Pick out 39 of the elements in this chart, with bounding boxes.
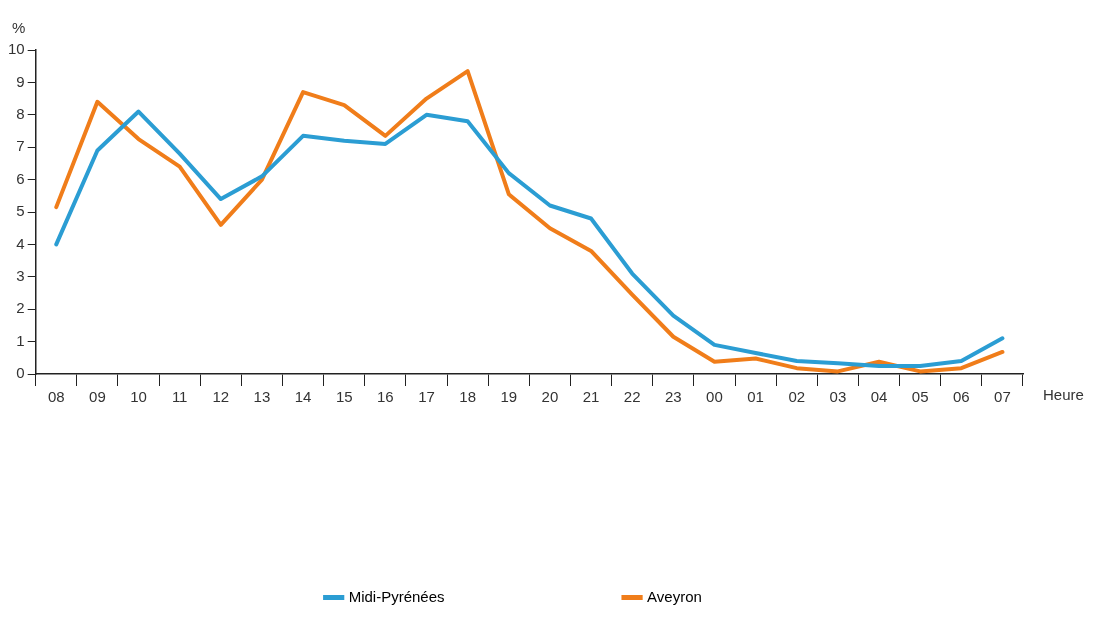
y-axis-title: % [12, 18, 26, 36]
x-tick-label: 19 [500, 388, 518, 406]
x-tick-label: 02 [788, 388, 806, 406]
x-tick-label: 08 [47, 388, 65, 406]
x-tick-label: 01 [747, 388, 764, 406]
y-tick-label: 3 [16, 266, 25, 284]
x-tick-label: 05 [911, 388, 929, 406]
x-tick-label: 16 [377, 388, 394, 406]
x-tick-label: 00 [706, 388, 723, 406]
x-tick-label: 12 [212, 388, 230, 406]
x-tick-label: 23 [664, 388, 682, 406]
y-tick-label: 2 [16, 299, 25, 317]
x-tick-label: 17 [418, 388, 435, 406]
x-tick-label: 14 [294, 388, 312, 406]
x-tick-label: 04 [870, 388, 888, 406]
y-tick-label: 6 [16, 169, 25, 187]
y-tick-label: 5 [16, 202, 25, 220]
y-tick-label: 4 [16, 234, 25, 252]
x-tick-label: 03 [829, 388, 847, 406]
y-tick-label: 8 [16, 104, 25, 122]
x-tick-label: 21 [582, 388, 600, 406]
y-tick-label: 9 [16, 72, 25, 90]
x-tick-label: 09 [89, 388, 106, 406]
y-tick-label: 0 [16, 364, 25, 382]
legend-label: Aveyron [647, 587, 702, 605]
y-tick-label: 7 [16, 137, 25, 155]
x-tick-label: 07 [994, 388, 1011, 406]
y-tick-label: 1 [16, 331, 25, 349]
x-axis-title: Heure [1043, 385, 1084, 403]
x-tick-label: 13 [253, 388, 271, 406]
y-tick-label: 10 [8, 40, 25, 58]
x-tick-label: 18 [459, 388, 476, 406]
x-tick-label: 20 [541, 388, 559, 406]
x-tick-label: 15 [335, 388, 353, 406]
x-tick-label: 06 [952, 388, 970, 406]
x-tick-label: 10 [130, 388, 147, 406]
legend-label: Midi-Pyrénées [348, 587, 445, 605]
x-tick-label: 11 [171, 388, 188, 406]
x-tick-label: 22 [623, 388, 641, 406]
